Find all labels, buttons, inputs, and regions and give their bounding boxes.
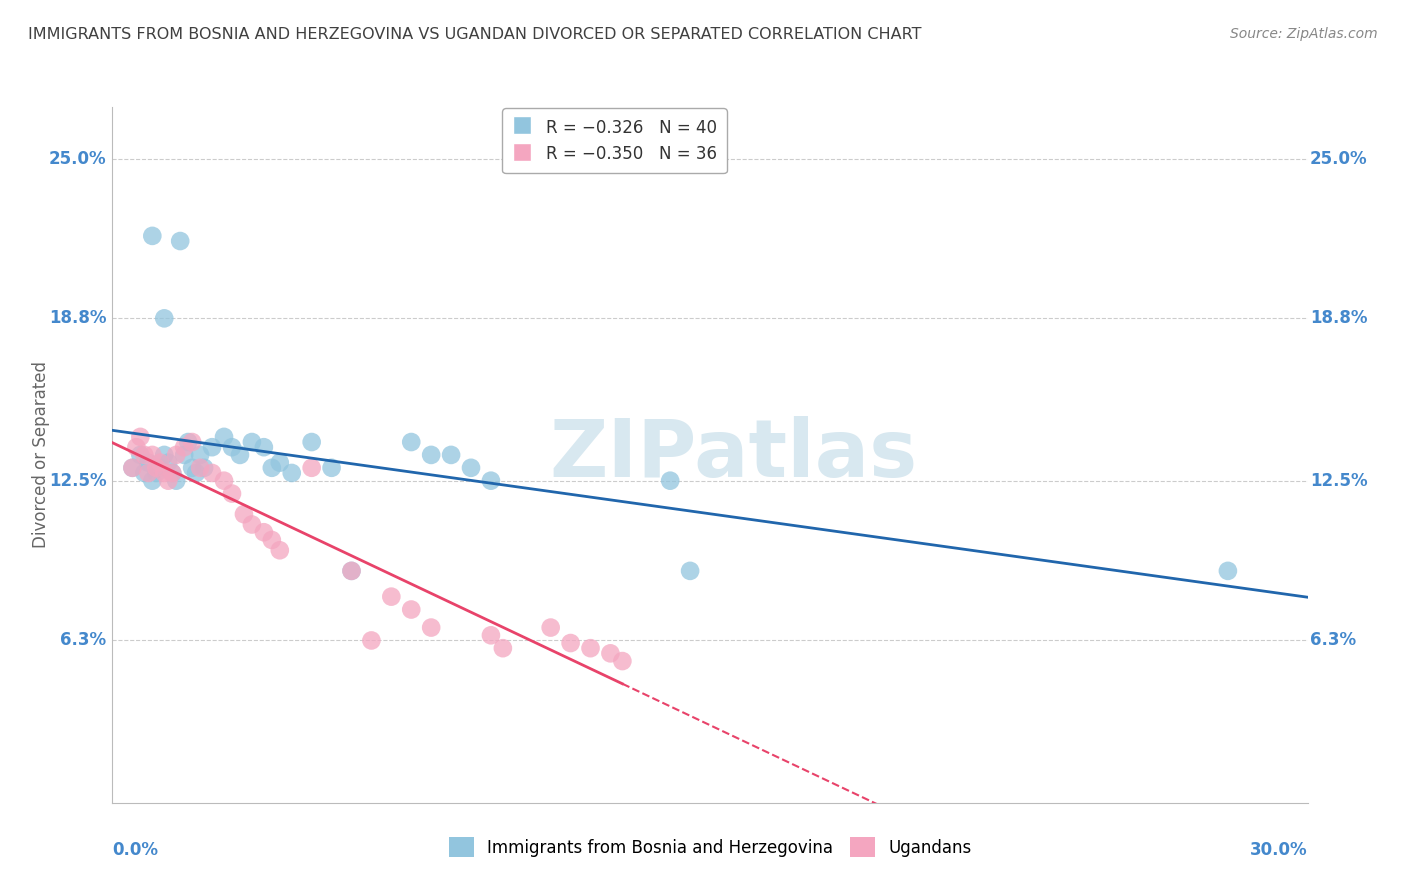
Point: [253, 525, 276, 540]
Point: [269, 543, 291, 558]
Point: [129, 430, 152, 444]
Point: [141, 448, 163, 462]
Point: [229, 448, 252, 462]
Point: [134, 448, 156, 462]
Point: [188, 448, 211, 462]
Point: [321, 460, 343, 475]
Point: [141, 474, 163, 488]
Point: [659, 474, 682, 488]
Point: [281, 466, 304, 480]
Text: 6.3%: 6.3%: [60, 632, 107, 649]
Point: [157, 456, 180, 470]
Point: [162, 466, 183, 480]
Point: [479, 628, 502, 642]
Point: [301, 435, 323, 450]
Point: [121, 460, 143, 475]
Point: [221, 440, 243, 454]
Point: [193, 460, 215, 475]
Point: [149, 460, 172, 475]
Point: [540, 621, 562, 635]
Point: [165, 448, 187, 462]
Point: [181, 460, 204, 475]
Point: [340, 564, 363, 578]
Point: [420, 621, 443, 635]
Point: [153, 448, 176, 462]
Text: 18.8%: 18.8%: [49, 310, 107, 327]
Point: [233, 507, 256, 521]
Point: [201, 440, 224, 454]
Point: [141, 228, 163, 243]
Point: [145, 460, 167, 475]
Text: 0.0%: 0.0%: [112, 841, 159, 859]
Point: [188, 460, 211, 475]
Point: [129, 448, 152, 462]
Legend: Immigrants from Bosnia and Herzegovina, Ugandans: Immigrants from Bosnia and Herzegovina, …: [441, 830, 979, 864]
Point: [440, 448, 463, 462]
Point: [201, 466, 224, 480]
Text: ZIPatlas: ZIPatlas: [550, 416, 918, 494]
Text: 25.0%: 25.0%: [49, 150, 107, 168]
Point: [212, 430, 235, 444]
Text: 18.8%: 18.8%: [1310, 310, 1368, 327]
Point: [125, 440, 148, 454]
Point: [173, 448, 195, 462]
Point: [162, 466, 183, 480]
Point: [240, 517, 263, 532]
Point: [138, 466, 160, 480]
Point: [301, 460, 323, 475]
Point: [401, 435, 423, 450]
Point: [479, 474, 502, 488]
Text: 30.0%: 30.0%: [1250, 841, 1308, 859]
Point: [679, 564, 702, 578]
Point: [579, 641, 602, 656]
Point: [149, 456, 172, 470]
Point: [260, 533, 283, 547]
Point: [221, 486, 243, 500]
Point: [240, 435, 263, 450]
Point: [138, 456, 160, 470]
Point: [380, 590, 402, 604]
Point: [212, 474, 235, 488]
Text: 25.0%: 25.0%: [1310, 150, 1368, 168]
Point: [153, 311, 176, 326]
Point: [181, 435, 204, 450]
Point: [145, 466, 167, 480]
Point: [260, 460, 283, 475]
Text: 12.5%: 12.5%: [1310, 472, 1368, 490]
Point: [177, 435, 200, 450]
Text: IMMIGRANTS FROM BOSNIA AND HERZEGOVINA VS UGANDAN DIVORCED OR SEPARATED CORRELAT: IMMIGRANTS FROM BOSNIA AND HERZEGOVINA V…: [28, 27, 921, 42]
Text: Divorced or Separated: Divorced or Separated: [32, 361, 49, 549]
Point: [165, 474, 187, 488]
Point: [492, 641, 515, 656]
Point: [157, 474, 180, 488]
Text: 12.5%: 12.5%: [49, 472, 107, 490]
Point: [121, 460, 143, 475]
Point: [169, 234, 191, 248]
Point: [173, 440, 195, 454]
Point: [1216, 564, 1239, 578]
Point: [153, 466, 176, 480]
Point: [360, 633, 382, 648]
Point: [186, 466, 208, 480]
Point: [134, 466, 156, 480]
Point: [612, 654, 634, 668]
Point: [420, 448, 443, 462]
Point: [560, 636, 582, 650]
Point: [340, 564, 363, 578]
Point: [253, 440, 276, 454]
Text: Source: ZipAtlas.com: Source: ZipAtlas.com: [1230, 27, 1378, 41]
Point: [401, 602, 423, 616]
Point: [269, 456, 291, 470]
Text: 6.3%: 6.3%: [1310, 632, 1357, 649]
Point: [460, 460, 482, 475]
Point: [599, 646, 621, 660]
